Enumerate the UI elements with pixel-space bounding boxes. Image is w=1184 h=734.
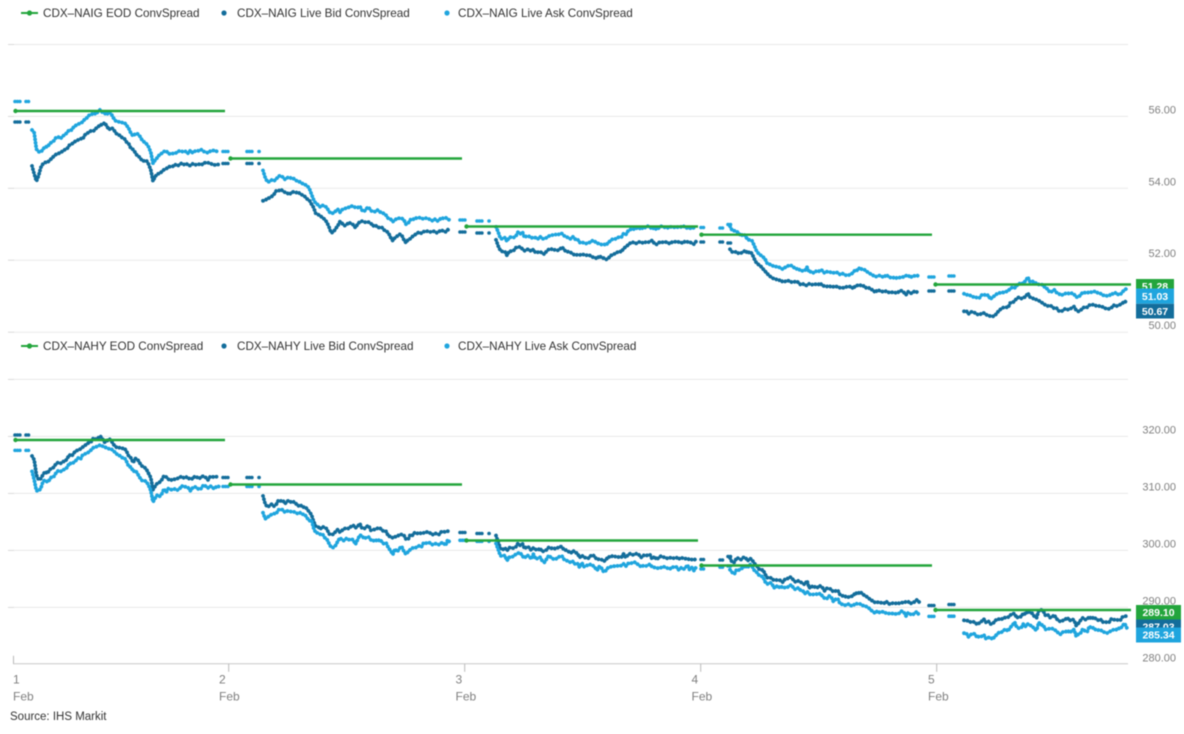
svg-text:CDX–NAIG Live Bid ConvSpread: CDX–NAIG Live Bid ConvSpread bbox=[237, 7, 410, 20]
svg-text:Feb: Feb bbox=[456, 690, 477, 704]
svg-text:CDX–NAIG EOD ConvSpread: CDX–NAIG EOD ConvSpread bbox=[43, 7, 200, 20]
svg-text:285.34: 285.34 bbox=[1142, 630, 1174, 642]
svg-text:51.03: 51.03 bbox=[1142, 291, 1168, 303]
svg-text:Source: IHS Markit: Source: IHS Markit bbox=[10, 711, 107, 723]
svg-text:Feb: Feb bbox=[692, 690, 713, 704]
svg-text:4: 4 bbox=[692, 673, 699, 687]
svg-text:56.00: 56.00 bbox=[1148, 104, 1176, 116]
svg-text:1: 1 bbox=[13, 673, 20, 687]
svg-text:52.00: 52.00 bbox=[1148, 248, 1176, 260]
svg-text:CDX–NAHY Live Ask ConvSpread: CDX–NAHY Live Ask ConvSpread bbox=[458, 340, 636, 353]
svg-text:5: 5 bbox=[928, 673, 935, 687]
svg-text:CDX–NAHY EOD ConvSpread: CDX–NAHY EOD ConvSpread bbox=[43, 340, 203, 353]
svg-text:54.00: 54.00 bbox=[1148, 176, 1176, 188]
svg-text:289.10: 289.10 bbox=[1142, 607, 1174, 619]
svg-text:310.00: 310.00 bbox=[1142, 481, 1176, 493]
svg-text:300.00: 300.00 bbox=[1142, 538, 1176, 550]
svg-text:Feb: Feb bbox=[928, 690, 949, 704]
svg-text:290.00: 290.00 bbox=[1142, 595, 1176, 607]
svg-text:50.67: 50.67 bbox=[1142, 306, 1168, 318]
svg-text:CDX–NAIG Live Ask ConvSpread: CDX–NAIG Live Ask ConvSpread bbox=[458, 7, 633, 20]
svg-text:3: 3 bbox=[456, 673, 463, 687]
svg-text:Feb: Feb bbox=[219, 690, 240, 704]
svg-text:280.00: 280.00 bbox=[1142, 652, 1176, 664]
svg-text:320.00: 320.00 bbox=[1142, 424, 1176, 436]
svg-text:Feb: Feb bbox=[13, 690, 34, 704]
svg-text:50.00: 50.00 bbox=[1148, 320, 1176, 332]
svg-text:2: 2 bbox=[219, 673, 226, 687]
svg-text:CDX–NAHY Live Bid ConvSpread: CDX–NAHY Live Bid ConvSpread bbox=[237, 340, 413, 353]
